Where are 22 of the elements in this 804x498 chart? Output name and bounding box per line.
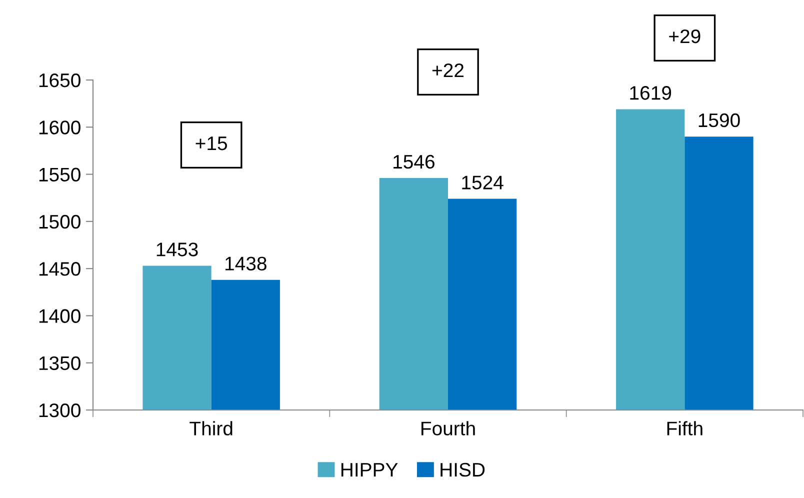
x-tick-label: Third [190,421,232,436]
data-label: 1438 [226,256,266,270]
y-tick-label: 1500 [39,214,80,229]
data-label: 1546 [394,154,434,169]
annotation: +15 [196,136,228,150]
y-tick-label: 1450 [39,262,80,276]
data-label: 1453 [156,242,198,256]
text: +29 [669,29,700,44]
data-label: 1590 [698,113,740,128]
data-label: 1524 [462,176,504,190]
legend-label: HIPPY [341,463,398,476]
y-tick-label: 1400 [39,309,80,323]
x-tick-label: Fourth [422,421,475,436]
y-tick-label: 1600 [39,120,80,134]
text: +22 [432,63,464,78]
y-tick-label: 1300 [39,403,80,418]
y-tick-label: 1650 [39,73,80,88]
y-tick-label: 1350 [39,356,80,370]
legend-label: HISD [440,462,485,477]
data-label: 1619 [630,86,672,100]
y-tick-label: 1550 [39,168,80,182]
x-tick-label: Fifth [667,421,702,436]
